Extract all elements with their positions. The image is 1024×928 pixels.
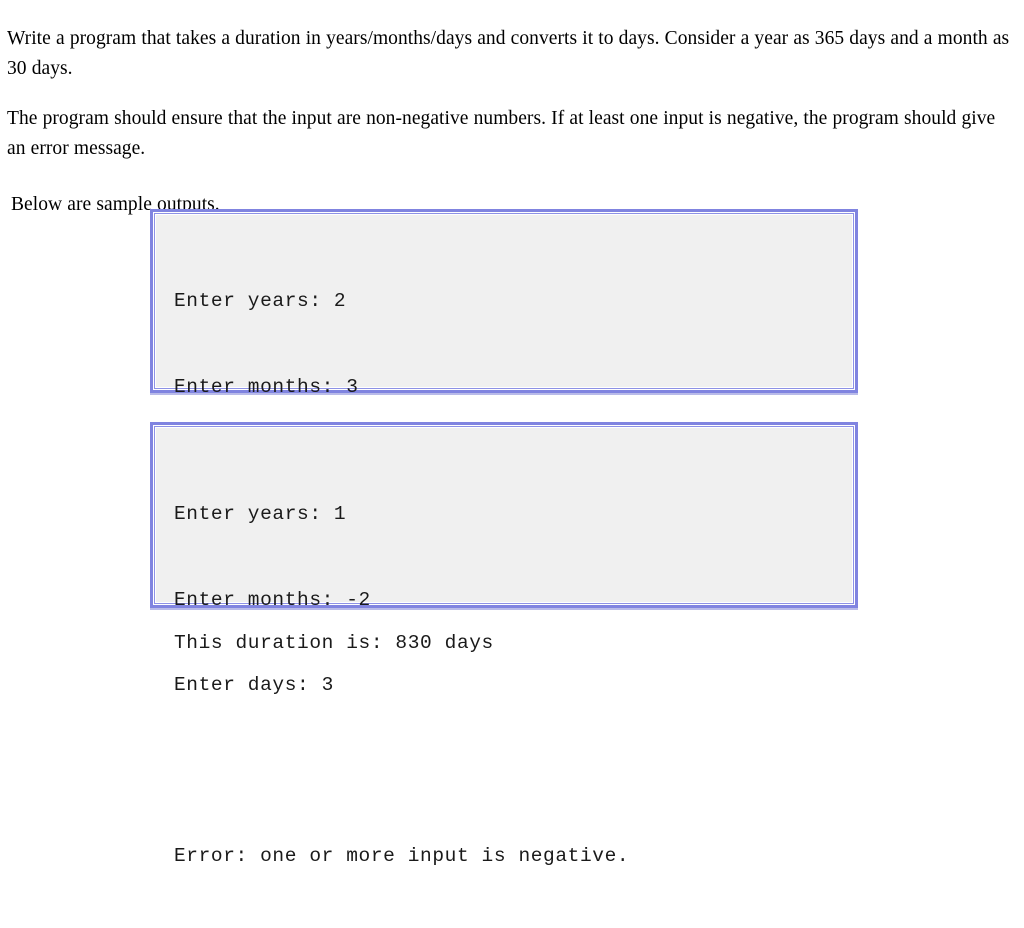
console-line: Enter months: 3: [174, 375, 359, 398]
console-line: Enter months: -2: [174, 588, 371, 611]
sample-output-box-valid: Enter years: 2 Enter months: 3 Enter day…: [150, 209, 858, 654]
console-line: Error: one or more input is negative.: [174, 845, 630, 867]
sample-output-box-negative: Enter years: 1 Enter months: -2 Enter da…: [150, 422, 858, 867]
paragraph-validation-requirement: The program should ensure that the input…: [7, 107, 996, 159]
console-line: Enter years: 1: [174, 503, 347, 525]
console-line: Enter days: 3: [174, 674, 334, 696]
console-line: Enter years: 2: [174, 290, 347, 312]
document-page: Write a program that takes a duration in…: [7, 27, 1010, 867]
console-blank-line: [174, 757, 855, 786]
paragraph-problem-statement: Write a program that takes a duration in…: [7, 27, 1010, 79]
console-output-negative: Enter years: 1 Enter months: -2 Enter da…: [153, 425, 855, 928]
